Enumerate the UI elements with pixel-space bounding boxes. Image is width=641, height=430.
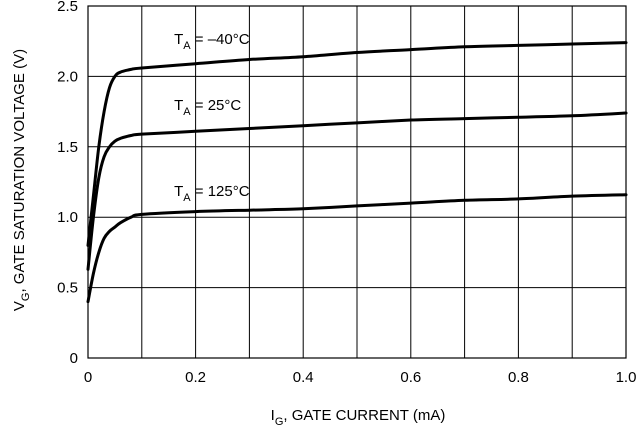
x-tick-label: 0.2	[185, 369, 206, 386]
y-axis-label-rest: , GATE SATURATION VOLTAGE (V)	[11, 49, 28, 293]
series-label-main: T	[174, 97, 183, 114]
x-tick-label: 0.8	[508, 369, 529, 386]
x-tick-label: 0.4	[293, 369, 314, 386]
series-labels: TA = –40°CTA = 25°CTA = 125°C	[174, 31, 250, 204]
y-tick-label: 1.5	[57, 139, 78, 156]
series-line-0	[86, 41, 628, 247]
y-axis-label: VG, GATE SATURATION VOLTAGE (V)	[11, 49, 32, 311]
series-label-1: TA = 25°C	[174, 97, 241, 118]
plot-frame	[87, 5, 627, 359]
y-axis-label-main: V	[11, 301, 28, 311]
series-label-rest: = –40°C	[191, 31, 250, 48]
grid-lines	[87, 5, 627, 359]
series-label-sub: A	[183, 106, 191, 118]
y-axis-label-sub: G	[20, 293, 32, 302]
x-axis-label-rest: , GATE CURRENT (mA)	[283, 407, 445, 424]
x-axis-label-main: I	[271, 407, 275, 424]
x-axis-label-sub: G	[275, 416, 284, 428]
series-label-rest: = 25°C	[191, 97, 242, 114]
y-tick-label: 2.5	[57, 0, 78, 15]
series-label-2: TA = 125°C	[174, 183, 250, 204]
x-axis-label: IG, GATE CURRENT (mA)	[271, 407, 446, 428]
series-label-main: T	[174, 183, 183, 200]
y-tick-label: 0	[70, 350, 78, 367]
series-label-sub: A	[183, 192, 191, 204]
series-label-rest: = 125°C	[191, 183, 250, 200]
series-line-2	[86, 193, 628, 304]
series-label-0: TA = –40°C	[174, 31, 250, 52]
x-tick-labels: 0 0.2 0.4 0.6 0.8 1.0	[84, 369, 637, 386]
series-line-1	[86, 111, 628, 271]
series-label-main: T	[174, 31, 183, 48]
x-tick-label: 0.6	[400, 369, 421, 386]
y-tick-label: 1.0	[57, 209, 78, 226]
x-tick-label: 1.0	[616, 369, 637, 386]
y-tick-label: 0.5	[57, 280, 78, 297]
y-tick-label: 2.0	[57, 68, 78, 85]
series-label-sub: A	[183, 40, 191, 52]
x-tick-label: 0	[84, 369, 92, 386]
y-tick-labels: 0 0.5 1.0 1.5 2.0 2.5	[57, 0, 78, 367]
curves	[86, 41, 628, 304]
